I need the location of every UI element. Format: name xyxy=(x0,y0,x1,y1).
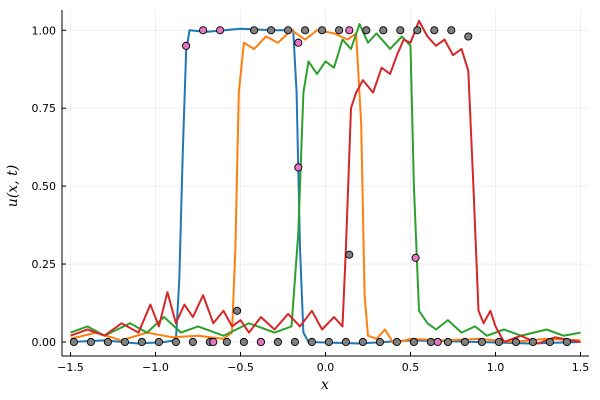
data-marker xyxy=(414,27,421,34)
data-marker xyxy=(223,338,230,345)
data-marker xyxy=(121,338,128,345)
data-marker xyxy=(563,338,570,345)
data-marker xyxy=(257,338,264,345)
data-marker xyxy=(434,338,441,345)
x-tick-label: −1.0 xyxy=(142,361,169,374)
data-marker xyxy=(295,164,302,171)
data-marker xyxy=(529,338,536,345)
data-marker xyxy=(274,338,281,345)
data-marker xyxy=(397,27,404,34)
data-marker xyxy=(295,39,302,46)
data-marker xyxy=(376,338,383,345)
x-tick-label: −1.5 xyxy=(57,361,84,374)
data-marker xyxy=(251,27,258,34)
x-tick-label: −0.5 xyxy=(227,361,254,374)
data-marker xyxy=(291,338,298,345)
x-tick-label: 0.0 xyxy=(317,361,335,374)
data-marker xyxy=(546,338,553,345)
data-marker xyxy=(104,338,111,345)
x-tick-label: 1.0 xyxy=(487,361,505,374)
data-marker xyxy=(240,338,247,345)
data-marker xyxy=(172,338,179,345)
data-marker xyxy=(359,338,366,345)
data-marker xyxy=(444,338,451,345)
y-tick-label: 0.50 xyxy=(32,180,57,193)
data-marker xyxy=(268,27,275,34)
data-marker xyxy=(427,338,434,345)
x-axis-label: x xyxy=(321,377,329,393)
y-tick-label: 0.75 xyxy=(32,102,57,115)
data-marker xyxy=(70,338,77,345)
y-tick-label: 0.25 xyxy=(32,258,57,271)
data-marker xyxy=(412,254,419,261)
data-marker xyxy=(87,338,94,345)
data-marker xyxy=(461,338,468,345)
data-marker xyxy=(410,338,417,345)
data-marker xyxy=(138,338,145,345)
data-marker xyxy=(512,338,519,345)
data-marker xyxy=(200,27,207,34)
data-marker xyxy=(431,27,438,34)
data-marker xyxy=(183,42,190,49)
data-marker xyxy=(363,27,370,34)
data-marker xyxy=(210,338,217,345)
y-tick-label: 1.00 xyxy=(32,24,57,37)
x-tick-label: 0.5 xyxy=(402,361,420,374)
data-marker xyxy=(346,251,353,258)
data-marker xyxy=(302,27,309,34)
data-marker xyxy=(217,27,224,34)
data-marker xyxy=(285,27,292,34)
data-marker xyxy=(346,27,353,34)
data-marker xyxy=(465,33,472,40)
data-marker xyxy=(448,27,455,34)
data-marker xyxy=(308,338,315,345)
data-marker xyxy=(325,338,332,345)
data-marker xyxy=(319,27,326,34)
data-marker xyxy=(478,338,485,345)
data-marker xyxy=(393,338,400,345)
data-marker xyxy=(336,27,343,34)
data-marker xyxy=(189,338,196,345)
data-marker xyxy=(495,338,502,345)
y-tick-label: 0.00 xyxy=(32,336,57,349)
data-marker xyxy=(342,338,349,345)
x-tick-label: 1.5 xyxy=(572,361,590,374)
y-axis-label: u(x, t) xyxy=(5,165,21,207)
data-marker xyxy=(380,27,387,34)
data-marker xyxy=(234,307,241,314)
data-marker xyxy=(155,338,162,345)
